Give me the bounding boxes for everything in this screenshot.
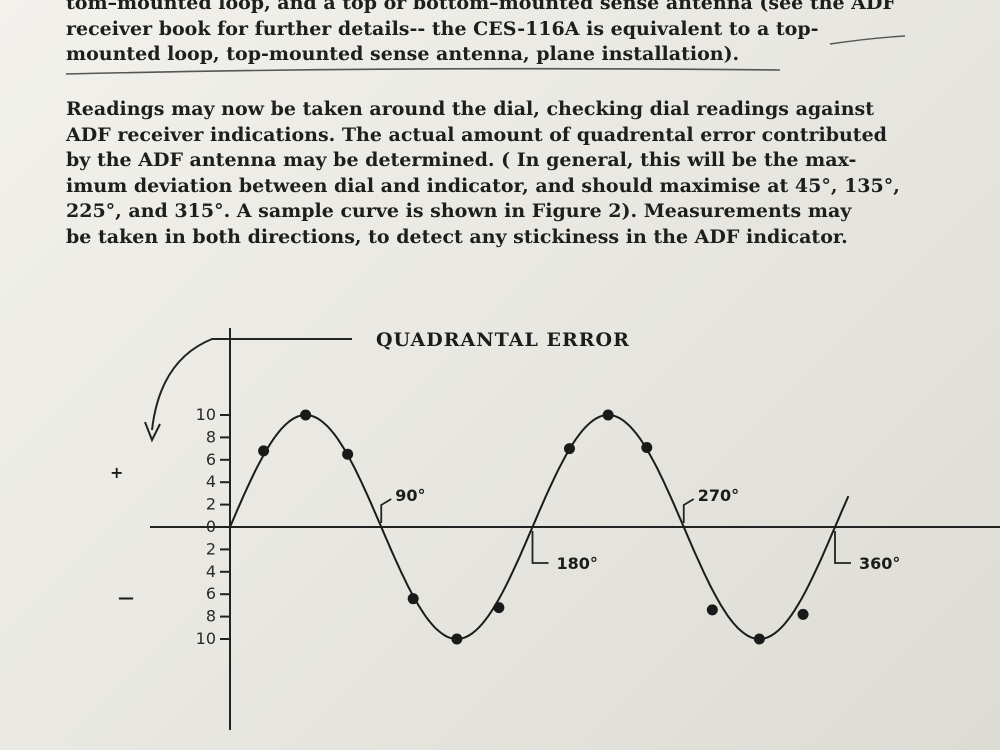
y-tick-label: 10 — [196, 629, 216, 648]
error-curve — [229, 414, 850, 640]
arrow-head-icon — [144, 421, 161, 443]
x-marker-bracket — [682, 498, 695, 523]
x-marker-label: 90° — [395, 486, 425, 505]
x-marker-label: 180° — [557, 554, 598, 573]
text-line: receiver book for further details-- the … — [66, 17, 819, 40]
y-tick-label: 0 — [206, 517, 216, 536]
y-tick-label: 8 — [206, 427, 216, 446]
text-line: mounted loop, top-mounted sense antenna,… — [66, 43, 740, 65]
underline-stroke — [829, 35, 906, 45]
y-tick-label: 6 — [206, 584, 216, 603]
data-point — [342, 448, 354, 460]
y-tick-label: 4 — [206, 562, 216, 581]
text-line: be taken in both directions, to detect a… — [66, 225, 848, 248]
paragraph-antenna-note: tom–mounted loop, and a top or bottom–mo… — [66, 0, 896, 68]
plus-sign: + — [110, 463, 123, 482]
y-tick-labels: 10 8 6 4 2 0 2 4 6 8 10 — [196, 405, 216, 648]
arrow-icon — [151, 338, 352, 431]
data-point — [753, 633, 765, 645]
data-point — [258, 445, 270, 457]
data-point — [407, 593, 419, 605]
x-marker-label: 360° — [859, 554, 900, 573]
data-point — [641, 441, 653, 453]
y-tick-label: 8 — [206, 607, 216, 626]
y-tick-label: 2 — [206, 539, 216, 558]
data-point — [563, 443, 575, 455]
y-ticks — [220, 414, 230, 640]
text-line: ADF receiver indications. The actual amo… — [66, 123, 887, 146]
data-point — [300, 409, 312, 421]
x-marker-bracket — [531, 531, 549, 564]
data-point — [706, 604, 718, 616]
y-tick-label: 10 — [196, 405, 216, 424]
x-marker-bracket — [380, 498, 392, 523]
text-line: by the ADF antenna may be determined. ( … — [66, 149, 857, 171]
paragraph-readings: Readings may now be taken around the dia… — [66, 97, 900, 250]
data-point — [451, 633, 463, 645]
text-line: imum deviation between dial and indicato… — [66, 174, 900, 197]
y-tick-label: 4 — [206, 472, 216, 491]
chart-title: QUADRANTAL ERROR — [376, 329, 630, 351]
x-marker-label: 270° — [698, 486, 739, 505]
y-tick-label: 6 — [206, 450, 216, 469]
minus-sign: — — [118, 588, 134, 607]
data-point — [493, 602, 505, 614]
x-markers: 90° 180° 270° 360° — [380, 486, 900, 573]
underline-stroke — [65, 67, 781, 75]
text-line: tom–mounted loop, and a top or bottom–mo… — [66, 0, 896, 14]
data-point — [797, 608, 809, 620]
y-tick-label: 2 — [206, 495, 216, 514]
x-marker-bracket — [834, 531, 851, 564]
text-line: Readings may now be taken around the dia… — [66, 98, 874, 120]
text-line: 225°, and 315°. A sample curve is shown … — [66, 200, 852, 222]
data-points — [258, 409, 809, 645]
data-point — [602, 409, 614, 421]
